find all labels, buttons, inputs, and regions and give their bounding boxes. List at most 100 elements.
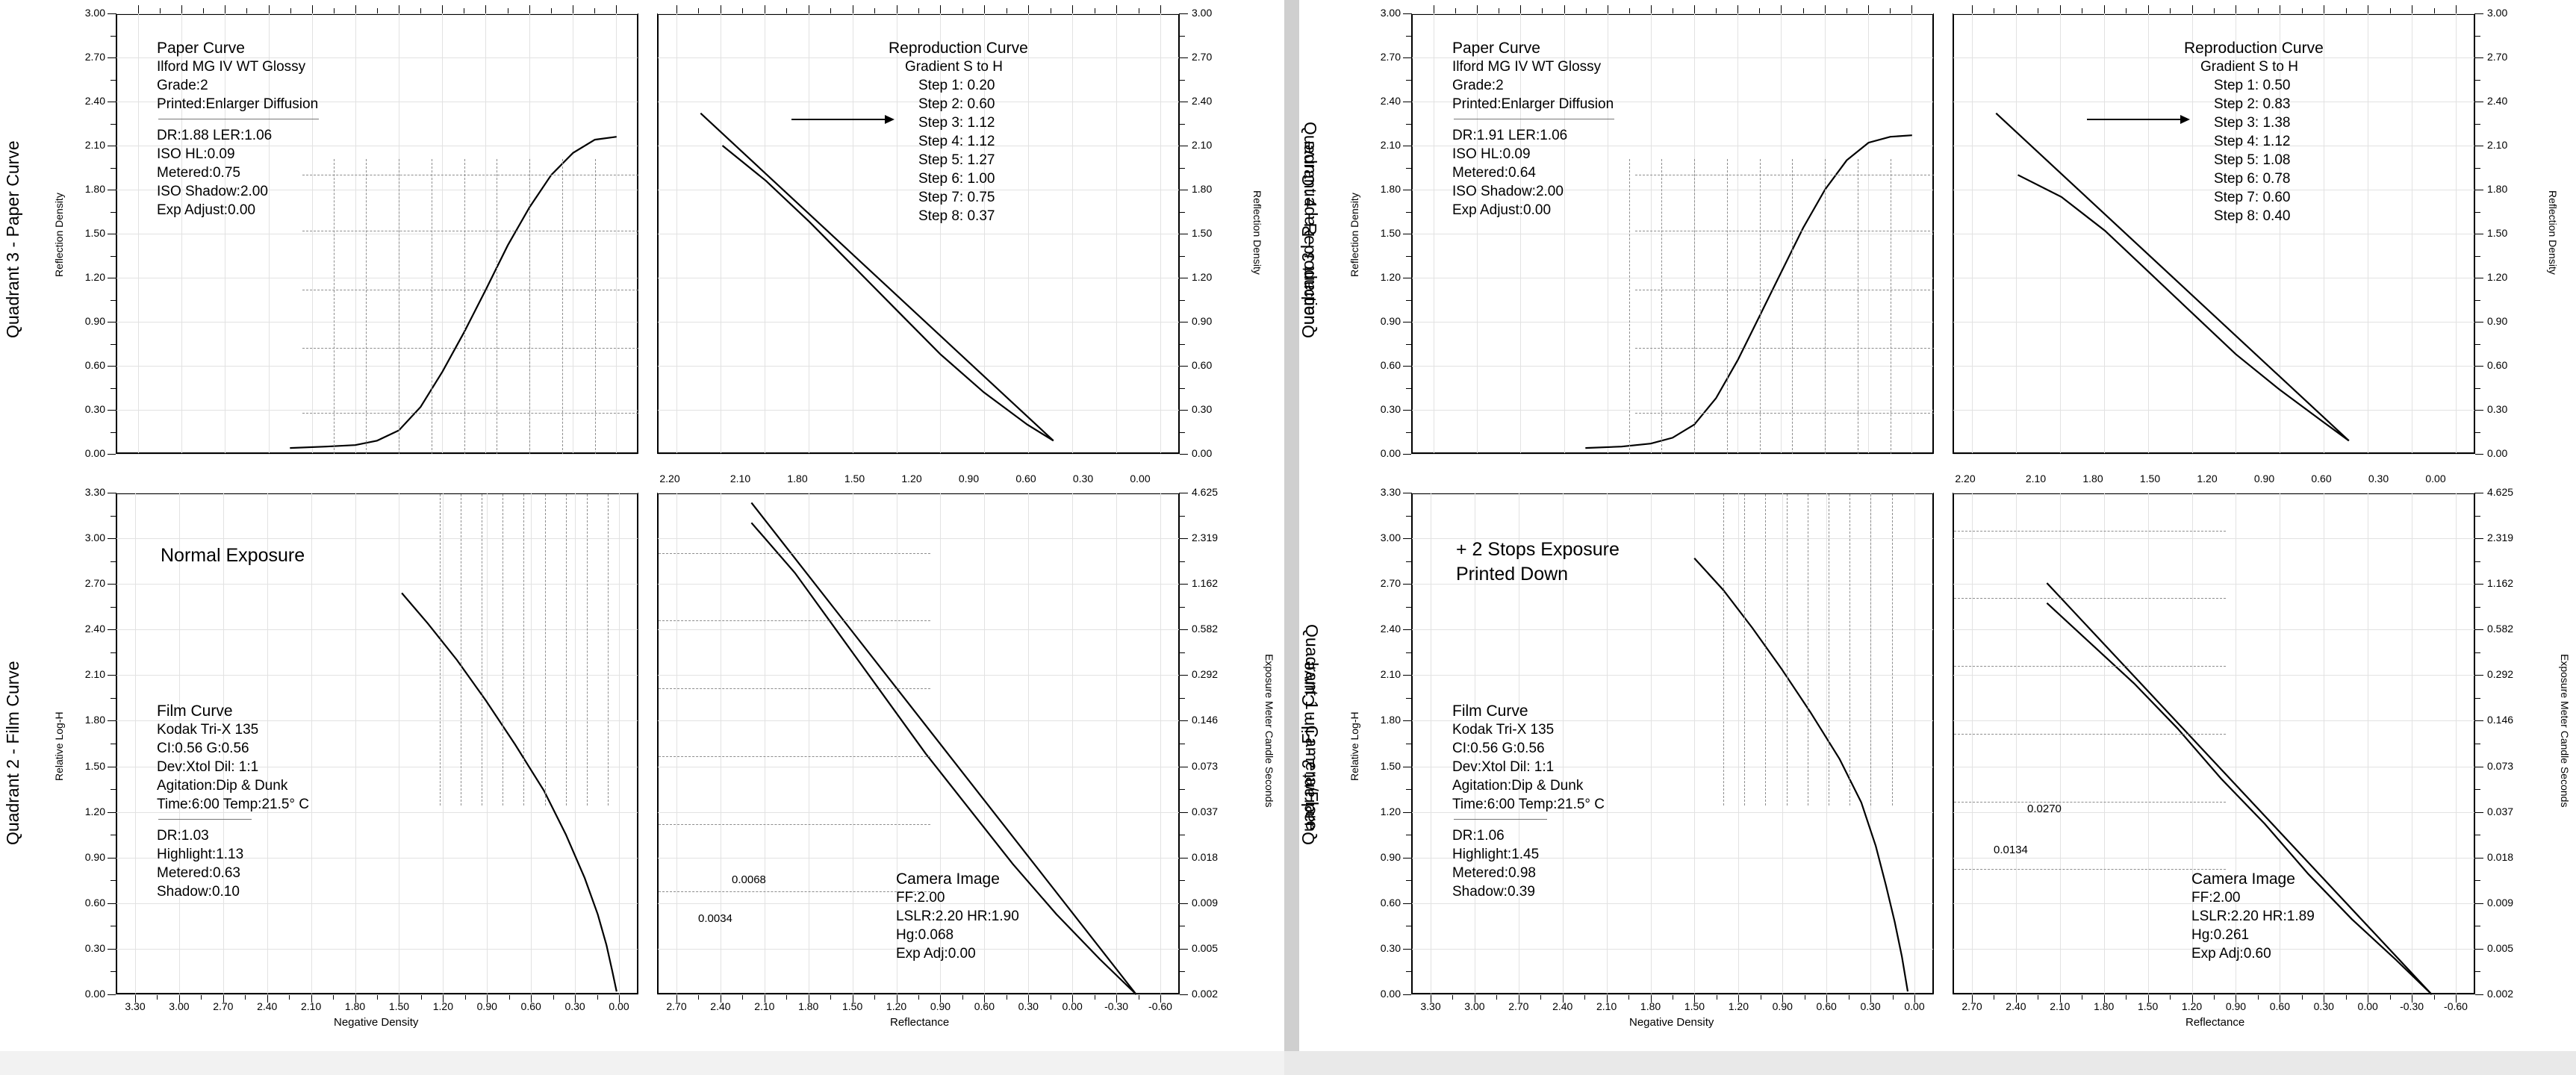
gridline-v [178,493,180,994]
axis-minor-tick [111,255,116,257]
axis-tick-label: -0.20 [299,0,325,1]
axis-tick-label: 1.50 [2138,1000,2159,1012]
camera-guide-h [659,620,930,622]
axis-minor-tick [377,8,378,13]
axis-tick-label: 2.40 [257,1000,278,1012]
q1-top-label: 2.10 [729,473,751,484]
axis-minor-tick [111,515,116,517]
reproduction-step-8: Step 8: 0.40 [2214,208,2291,224]
reference-line [1995,112,2350,442]
axis-tick-label: 0.00 [1060,0,1085,1]
axis-minor-tick [1406,387,1411,389]
q4-curve-layer [1995,112,2350,442]
axis-tick-label: 2.70 [666,1000,687,1012]
axis-tick [311,994,312,1003]
axis-tick-label: 0.00 [84,447,105,459]
q2-curve-layer [401,592,617,992]
axis-tick-label: 0.009 [2487,896,2514,909]
axis-minor-tick [1406,343,1411,345]
axis-tick [676,994,677,1003]
axis-tick-label: 2.319 [2487,532,2514,544]
axis-tick-label: 0.30 [2487,403,2508,415]
axis-tick [108,720,116,722]
film-guide-v [565,494,567,806]
axis-tick [1562,994,1564,1003]
step-pointer-arrow [2087,115,2190,124]
axis-tick [2059,5,2061,13]
axis-tick-label: 1.20 [432,1000,453,1012]
gridline-v [443,493,444,994]
step-guide-v [464,158,465,454]
paper-info-line: Exp Adjust:0.00 [1452,202,1552,218]
q2-axis-title-y: Relative Log-H [1348,711,1360,781]
axis-tick-label: 0.60 [1380,896,1401,909]
axis-tick-label: 0.30 [1018,1000,1039,1012]
axis-tick [1180,57,1188,58]
film-info-line: Kodak Tri-X 135 [157,722,259,738]
axis-tick [940,5,942,13]
gridline-v [619,493,620,994]
axis-tick-label: 0.00 [1062,1000,1083,1012]
camera-guide-h [1954,666,2226,667]
film-info-line: Kodak Tri-X 135 [1452,722,1555,738]
axis-minor-tick [2475,299,2480,301]
axis-tick-label: 0.00 [1380,447,1401,459]
gridline-v [575,493,576,994]
axis-tick [138,5,139,13]
axis-tick-label: 1.20 [1728,1000,1749,1012]
axis-minor-tick [2389,994,2391,1000]
axis-tick [1180,994,1188,995]
camera-guide-h [659,823,930,825]
camera-info-title: Camera Image [2191,870,2295,888]
axis-tick-label: 1.80 [1380,183,1401,195]
axis-tick-label: 2.70 [1192,51,1213,63]
film-guide-v [1744,494,1746,806]
axis-tick [1160,994,1161,1003]
quadrant-3-title: Quadrant 3 - Paper Curve [1298,140,1318,338]
axis-minor-tick [1180,431,1185,433]
camera-info-line: Hg:0.261 [2191,927,2250,943]
axis-tick [1180,584,1188,585]
axis-minor-tick [246,8,248,13]
q1-curve-layer [750,502,1137,995]
axis-tick-label: 2.10 [1192,139,1213,151]
axis-minor-tick [2475,789,2480,791]
axis-tick-label: -0.20 [1552,0,1577,1]
axis-tick-label: 3.00 [84,532,105,544]
camera-info-block: Camera Image FF:2.00 LSLR:2.20 HR:1.89 Hg:0… [2191,870,2315,963]
reproduction-step-7: Step 7: 0.60 [2214,190,2291,205]
axis-tick-label: 1.80 [1380,714,1401,726]
axis-minor-tick [597,994,598,1000]
axis-tick-label: -1.10 [169,0,194,1]
step-guide-h [302,412,638,414]
axis-tick [1180,13,1188,14]
gridline-h [1953,629,2474,631]
annotation-value: 0.0270 [2027,803,2062,815]
axis-minor-tick [111,606,116,608]
axis-tick-label: -0.80 [1464,0,1490,1]
q4-curve-layer [700,112,1054,442]
q1-top-label: 2.20 [1955,473,1976,484]
step-guide-v [1759,158,1761,454]
axis-minor-tick [2345,8,2347,13]
axis-tick-label: 1.20 [84,805,105,817]
axis-tick [1477,5,1478,13]
axis-tick-label: 0.30 [2313,1000,2334,1012]
gridline-h [1953,994,2474,995]
axis-minor-tick [111,299,116,301]
reproduction-step-2: Step 2: 0.83 [2214,96,2291,112]
camera-info-line: FF:2.00 [896,890,945,906]
gridline-h [1953,454,2474,455]
q1-axis-title-x: Reflectance [2185,1016,2245,1029]
q1-top-label: 0.60 [1015,473,1036,484]
reproduction-step-3: Step 3: 1.12 [918,115,995,131]
gridline-v [1072,493,1074,994]
axis-tick-label: 1.00 [473,0,498,1]
paper-info-line: ISO Shadow:2.00 [1452,184,1564,199]
axis-tick-label: 2.70 [664,0,689,1]
axis-minor-tick [1406,652,1411,653]
gridline-v [1606,493,1608,994]
axis-tick-label: 0.60 [1816,1000,1837,1012]
axis-tick-label: 0.073 [2487,759,2514,772]
axis-tick-label: 0.40 [1638,0,1664,1]
